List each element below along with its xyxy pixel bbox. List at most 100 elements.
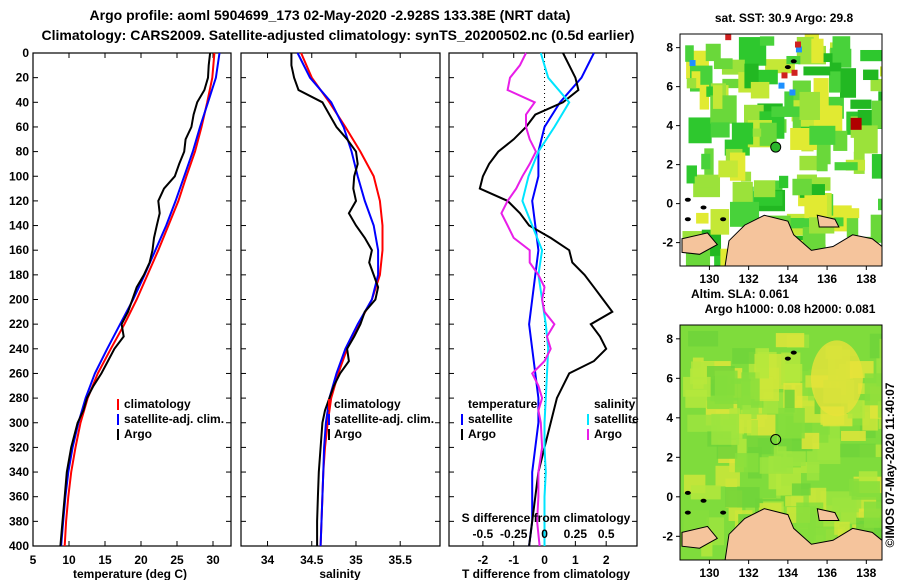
legend-s-satellite: satellite bbox=[594, 412, 639, 426]
temperature-panel: 5 10 15 20 25 3002040608010012014016018020022… bbox=[9, 46, 232, 567]
sst-cell bbox=[799, 91, 820, 120]
lat-tick-label: 2 bbox=[666, 450, 673, 464]
y-tick-label: 60 bbox=[16, 120, 30, 134]
difference-legend: temperature satellite Argo salinity sate… bbox=[461, 397, 639, 441]
argo-position-marker bbox=[770, 434, 782, 446]
series-line-argo bbox=[59, 52, 212, 547]
map-field bbox=[680, 325, 882, 560]
difference-panel: -2 -1 0 1 2 -0.5 -0.25 0 0.25 0.5 bbox=[448, 52, 638, 567]
sst-cell bbox=[784, 91, 794, 117]
sla-map-title-line1: Altim. SLA: 0.061 bbox=[691, 287, 789, 301]
y-tick-label: 360 bbox=[9, 490, 29, 504]
sla-cell bbox=[711, 413, 740, 445]
x-tick-label: 1 bbox=[572, 553, 579, 567]
legend-salinity-title: salinity bbox=[594, 397, 636, 411]
sst-cell bbox=[881, 234, 882, 257]
sst-cell bbox=[790, 217, 810, 229]
lon-tick-label: 138 bbox=[856, 566, 876, 580]
small-island bbox=[700, 498, 707, 503]
x-tick-label: 15 bbox=[98, 553, 112, 567]
lat-tick-label: 4 bbox=[666, 411, 673, 425]
lat-tick-label: 0 bbox=[666, 490, 673, 504]
sst-cell bbox=[759, 36, 775, 46]
sst-cell bbox=[796, 36, 814, 63]
x-tick-label: 5 bbox=[30, 553, 37, 567]
sla-cell bbox=[775, 333, 805, 348]
sst-cell bbox=[846, 209, 859, 238]
sst-cell bbox=[853, 125, 878, 154]
x-tick-label: 35 bbox=[349, 553, 363, 567]
legend-t-argo: Argo bbox=[468, 427, 496, 441]
series-line-argo bbox=[290, 53, 380, 546]
lon-tick-label: 134 bbox=[778, 566, 798, 580]
sst-cell bbox=[834, 162, 858, 171]
x-tick-label: 2 bbox=[603, 553, 610, 567]
legend-argo: Argo bbox=[124, 427, 152, 441]
lat-tick-label: 6 bbox=[666, 371, 673, 385]
y-tick-label: 40 bbox=[16, 95, 30, 109]
sst-cell bbox=[705, 43, 721, 62]
series-line-climatology bbox=[63, 52, 216, 547]
sla-cell bbox=[851, 481, 880, 500]
lat-tick-label: 6 bbox=[666, 80, 673, 94]
map-frame bbox=[679, 324, 883, 561]
sst-map-title: sat. SST: 30.9 Argo: 29.8 bbox=[715, 11, 854, 25]
x-tick-label: 34 bbox=[261, 553, 275, 567]
sst-cell bbox=[712, 85, 723, 109]
sst-cell bbox=[833, 130, 848, 151]
x-tick-label: 35.5 bbox=[389, 553, 413, 567]
map-field bbox=[680, 34, 882, 266]
sla-cell bbox=[683, 376, 711, 397]
land-island bbox=[816, 214, 840, 228]
y-tick-label: 240 bbox=[9, 342, 29, 356]
sst-cell bbox=[792, 178, 812, 196]
y-tick-label: 220 bbox=[9, 317, 29, 331]
argo-position-marker bbox=[770, 141, 782, 153]
y-tick-label: 160 bbox=[9, 243, 29, 257]
difference-xlabel: T difference from climatology bbox=[462, 567, 630, 580]
sla-cell bbox=[786, 462, 820, 474]
x-tick-label: 20 bbox=[134, 553, 148, 567]
legend-t-satellite: satellite bbox=[468, 412, 513, 426]
land-island bbox=[681, 525, 719, 549]
lat-tick-label: 2 bbox=[666, 158, 673, 172]
temperature-legend: climatology satellite-adj. clim. Argo bbox=[117, 397, 224, 441]
y-tick-label: 120 bbox=[9, 194, 29, 208]
title-line1: Argo profile: aoml 5904699_173 02-May-20… bbox=[90, 7, 571, 23]
sla-cell bbox=[781, 352, 801, 386]
lon-tick-label: 130 bbox=[699, 272, 719, 286]
sla-cell bbox=[864, 373, 882, 406]
sla-cell bbox=[716, 444, 738, 459]
land-new-guinea bbox=[724, 508, 882, 560]
sst-cell bbox=[809, 125, 836, 145]
sla-cell bbox=[834, 521, 850, 535]
sst-cell bbox=[710, 122, 730, 138]
small-island bbox=[790, 59, 797, 64]
sla-cell bbox=[736, 414, 752, 434]
series-line-temperature-argo bbox=[478, 52, 614, 547]
sst-cell bbox=[752, 128, 762, 137]
lat-tick-label: 0 bbox=[666, 197, 673, 211]
sst-cell bbox=[701, 153, 711, 170]
x-tick-label: -2 bbox=[478, 553, 489, 567]
sla-cell bbox=[732, 348, 758, 364]
sst-cell bbox=[696, 212, 709, 224]
sla-cell bbox=[759, 457, 794, 474]
sst-cell-extreme bbox=[791, 69, 798, 76]
sst-cell-extreme bbox=[781, 72, 788, 79]
y-tick-label: 20 bbox=[16, 71, 30, 85]
sst-cell bbox=[832, 36, 851, 63]
sst-cell-extreme bbox=[725, 34, 732, 41]
sst-cell bbox=[686, 78, 697, 89]
sst-cell-extreme bbox=[795, 46, 802, 53]
sst-cell bbox=[840, 208, 860, 219]
sst-cell bbox=[804, 195, 827, 219]
sla-map: 130 132 134 136 138 8 6 4 2 0 -2 bbox=[662, 324, 883, 580]
y-tick-label: 100 bbox=[9, 169, 29, 183]
x-tick-label: 34.5 bbox=[300, 553, 324, 567]
top-tick-label: -0.25 bbox=[500, 527, 528, 541]
legend-s-argo: Argo bbox=[594, 427, 622, 441]
land-new-guinea bbox=[724, 214, 882, 266]
lon-tick-label: 136 bbox=[817, 566, 837, 580]
sst-cell bbox=[871, 100, 882, 129]
